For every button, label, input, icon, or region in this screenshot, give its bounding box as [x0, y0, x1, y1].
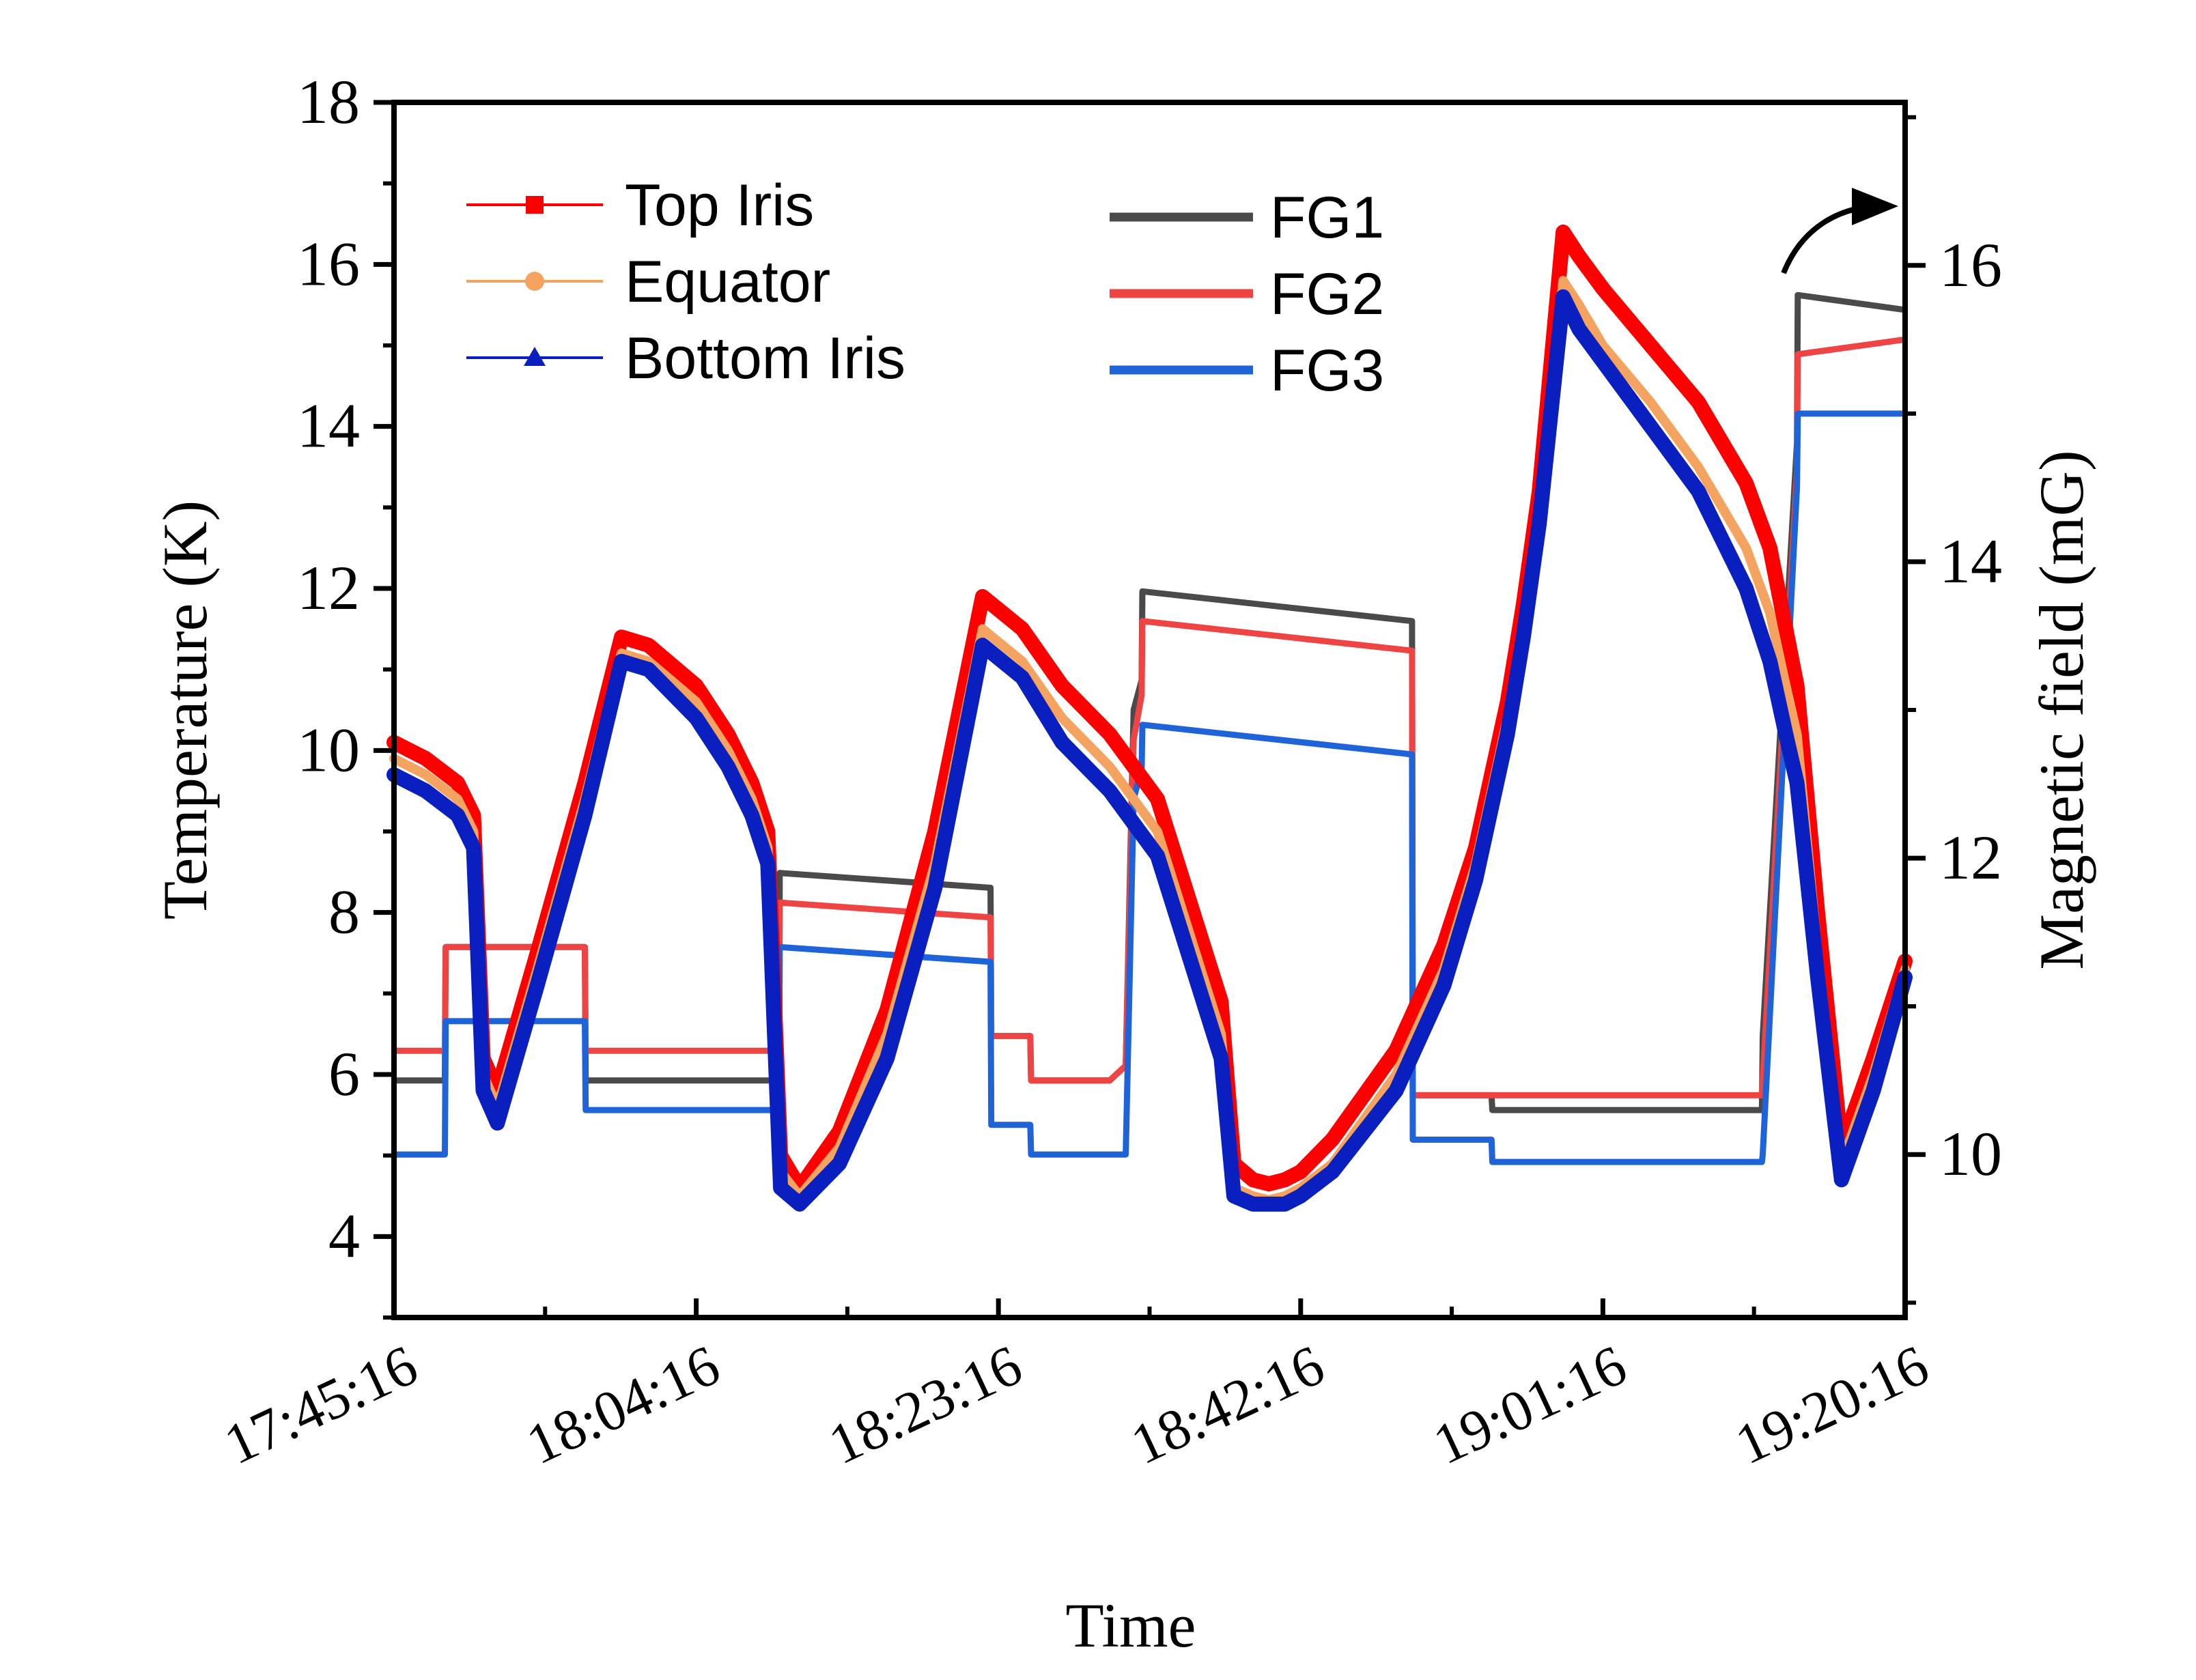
y-axis-title-left: Temperature (K): [150, 500, 220, 920]
legend-item-fg3: FG3: [1110, 338, 1384, 403]
y-left-tick-label: 10: [297, 715, 360, 784]
series-line-fg3: [394, 410, 1905, 1165]
legend-item-fg2: FG2: [1110, 261, 1384, 327]
legend-label: FG1: [1270, 185, 1384, 251]
y-left-tick-label: 12: [297, 553, 360, 623]
legend-marker-square-icon: [526, 196, 544, 214]
y-left-tick-label: 16: [297, 229, 360, 298]
legend-field: FG1 FG2 FG3: [1110, 185, 1384, 403]
legend-label: Equator: [625, 249, 830, 315]
legend-item-fg1: FG1: [1110, 185, 1384, 251]
y-left-tick-label: 8: [328, 877, 360, 947]
legend-label: FG2: [1270, 261, 1384, 327]
y-axis-title-right: Magnetic field (mG): [2027, 450, 2096, 969]
legend-marker-circle-icon: [525, 272, 544, 291]
y-right-tick-label: 10: [1939, 1119, 2002, 1188]
y-left-tick-label: 18: [297, 67, 360, 137]
y-right-tick-label: 12: [1939, 823, 2002, 892]
y-right-tick-label: 14: [1939, 526, 2002, 596]
legend-item-bottom-iris: Bottom Iris: [466, 326, 905, 391]
y-left-tick-label: 6: [328, 1039, 360, 1109]
legend-marker-triangle-icon: [524, 347, 546, 366]
legend-temperature: Top Iris Equator Bottom Iris: [466, 173, 905, 391]
tick-layer: [374, 100, 1926, 1320]
legend-label: Top Iris: [625, 173, 814, 238]
x-axis-title: Time: [1066, 1591, 1196, 1660]
series-layer: [386, 224, 1913, 1212]
legend-label: FG3: [1270, 338, 1384, 403]
legend-item-equator: Equator: [466, 249, 830, 315]
legend-label: Bottom Iris: [625, 326, 905, 391]
y-right-tick-label: 16: [1939, 230, 2002, 300]
legend-item-top-iris: Top Iris: [466, 173, 814, 238]
right-axis-arrow: [1781, 188, 1898, 274]
y-left-tick-label: 14: [297, 391, 360, 461]
right-axis-arrow-head: [1852, 188, 1898, 225]
series-line-bottom-iris: [386, 289, 1913, 1212]
y-left-tick-label: 4: [328, 1201, 360, 1270]
